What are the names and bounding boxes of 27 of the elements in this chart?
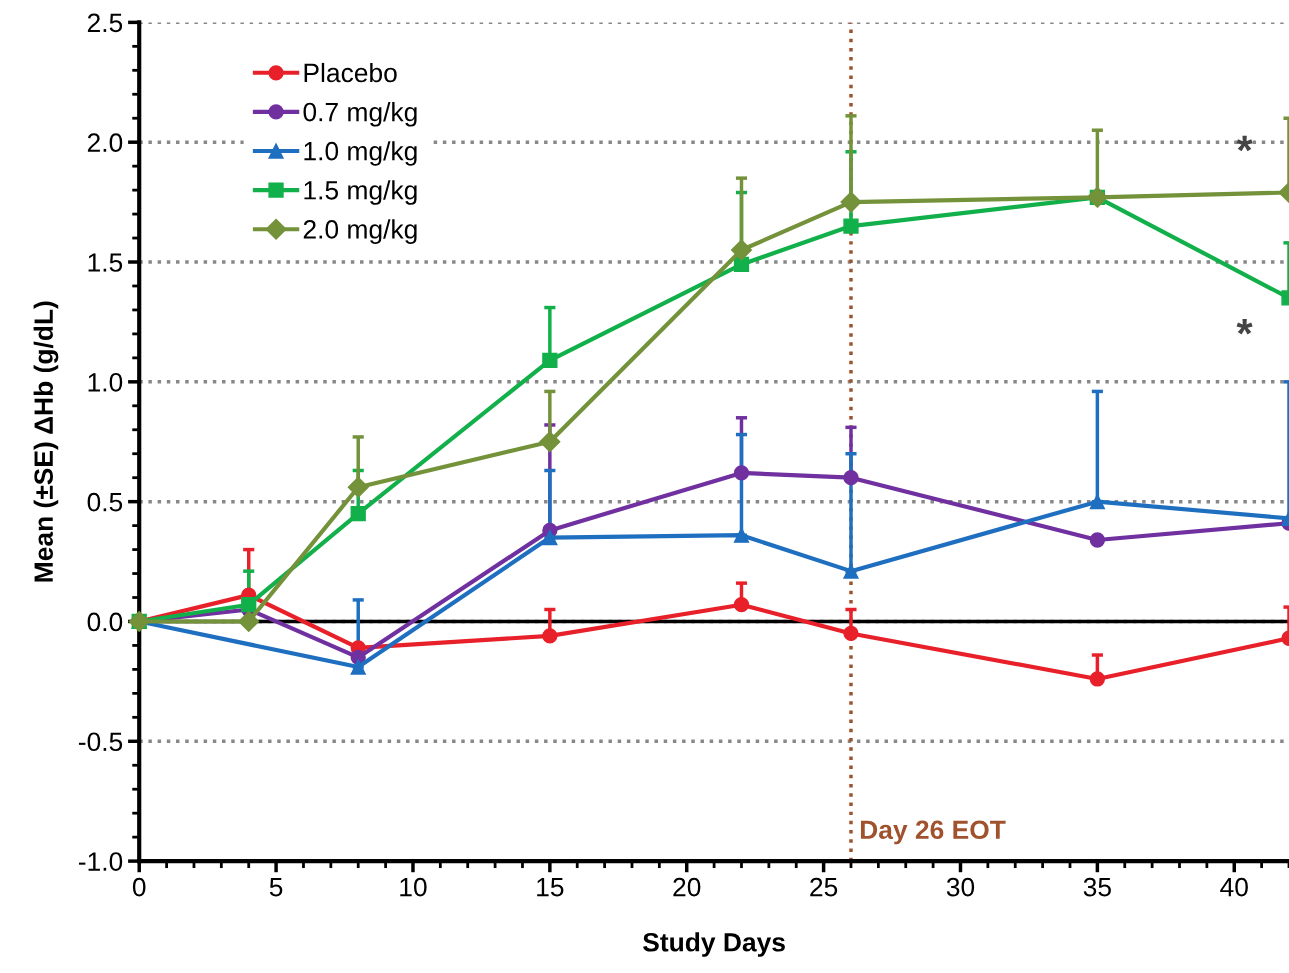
x-tick-label: 30 [946,877,975,897]
y-tick-label: 2.5 [87,13,123,33]
legend-label: 1.0 mg/kg [304,141,417,166]
x-tick-label: 25 [810,877,838,897]
x-tick-label: 35 [1083,877,1111,897]
y-tick-label: -1.0 [78,852,123,871]
ref-line-label: Day 26 EOT [860,820,1006,845]
legend-label: Placebo [304,62,397,83]
legend-label: 2.0 mg/kg [303,219,417,244]
legend-label: 0.7 mg/kg [303,102,417,127]
x-tick-label: 20 [673,877,701,897]
x-tick-label: 40 [1220,877,1248,897]
y-tick-label: -0.5 [78,732,123,752]
x-tick-label: 0 [132,877,146,897]
legend-label: 1.5 mg/kg [304,180,417,205]
x-tick-label: 10 [400,877,427,897]
y-tick-label: 2.0 [87,133,123,153]
annotation: * [1236,318,1253,335]
y-axis-title: Mean (±SE) ΔHb (g/dL) [33,301,59,582]
x-axis-title: Study Days [643,932,785,957]
y-tick-label: 0.0 [87,612,123,632]
x-tick-label: 5 [269,878,283,897]
x-tick-label: 15 [537,878,564,897]
annotation: * [1236,135,1253,152]
y-tick-label: 1.5 [88,253,123,272]
y-tick-label: 0.5 [87,492,123,512]
y-tick-label: 1.0 [88,372,123,392]
